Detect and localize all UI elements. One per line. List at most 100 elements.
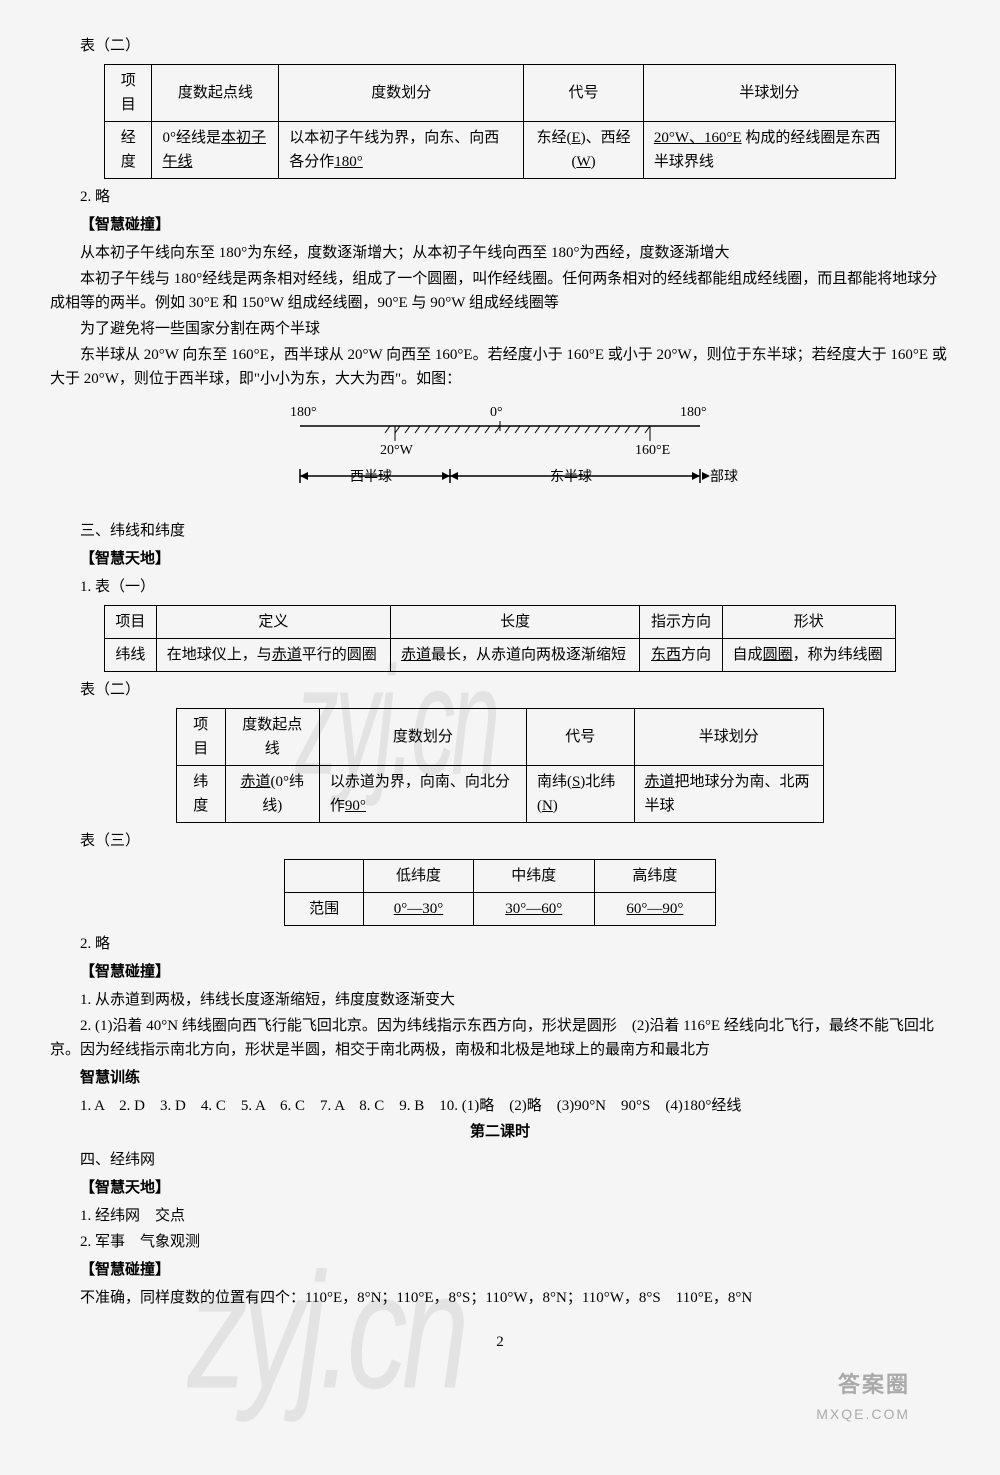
td: 自成圆圈，称为纬线圈	[722, 639, 895, 672]
th: 度数起点线	[225, 709, 319, 766]
th: 高纬度	[594, 860, 715, 893]
table-row: 项目 度数起点线 度数划分 代号 半球划分	[105, 65, 896, 122]
text-u: 0°—30°	[394, 901, 444, 917]
th: 低纬度	[364, 860, 473, 893]
table-latitude-range: 低纬度 中纬度 高纬度 范围 0°—30° 30°—60° 60°—90°	[284, 859, 716, 926]
table-weidu: 项目 度数起点线 度数划分 代号 半球划分 纬度 赤道(0°纬线) 以赤道为界，…	[176, 708, 824, 823]
hemisphere-svg: 180° 0° 180° 20°W 160°E	[250, 401, 750, 501]
td: 以赤道为界，向南、向北分作90°	[319, 766, 526, 823]
td: 30°—60°	[473, 893, 594, 926]
paragraph: 1. 经纬网 交点	[50, 1204, 950, 1228]
table-row: 低纬度 中纬度 高纬度	[285, 860, 716, 893]
paragraph: 为了避免将一些国家分割在两个半球	[50, 317, 950, 341]
text-u: 赤道	[645, 774, 675, 790]
text: )	[591, 154, 596, 170]
text: 东经(	[536, 130, 571, 146]
hemisphere-diagram: 180° 0° 180° 20°W 160°E	[250, 401, 750, 509]
diagram-label-180-right: 180°	[680, 405, 707, 420]
th: 指示方向	[640, 606, 722, 639]
heading-zhihui-xunlian: 智慧训练	[50, 1066, 950, 1090]
th: 度数起点线	[152, 65, 279, 122]
td: 赤道最长，从赤道向两极逐渐缩短	[390, 639, 639, 672]
text: 在地球仪上，与	[167, 647, 272, 663]
text-u: 赤道	[401, 647, 431, 663]
td: 范围	[285, 893, 364, 926]
text: 平行的圆圈	[302, 647, 377, 663]
table-3-label: 表（三）	[50, 829, 950, 853]
td: 纬度	[177, 766, 226, 823]
heading-zhihui-pengzhuang: 【智慧碰撞】	[50, 213, 950, 237]
item-2-lue-b: 2. 略	[50, 932, 950, 956]
table-2-label: 表（二）	[50, 34, 950, 58]
paragraph: 本初子午线与 180°经线是两条相对经线，组成了一个圆圈，叫作经线圈。任何两条相…	[50, 267, 950, 315]
table-2-label-b: 表（二）	[50, 678, 950, 702]
th: 半球划分	[643, 65, 895, 122]
diagram-west-hemi: 西半球	[350, 469, 392, 485]
td: 赤道把地球分为南、北两半球	[634, 766, 824, 823]
table-row: 范围 0°—30° 30°—60° 60°—90°	[285, 893, 716, 926]
td: 经度	[105, 122, 152, 179]
th: 代号	[526, 709, 634, 766]
diagram-label-0: 0°	[490, 405, 503, 420]
td: 60°—90°	[594, 893, 715, 926]
text-u: 20°W、160°E	[654, 130, 742, 146]
table-row: 纬度 赤道(0°纬线) 以赤道为界，向南、向北分作90° 南纬(S)北纬(N) …	[177, 766, 824, 823]
text-u: 圆圈	[763, 647, 793, 663]
diagram-label-20w: 20°W	[380, 443, 414, 458]
diagram-label-180-left: 180°	[290, 405, 317, 420]
text-u: 90°	[345, 798, 366, 814]
table-row: 经度 0°经线是本初子午线 以本初子午线为界，向东、向西各分作180° 东经(E…	[105, 122, 896, 179]
td: 赤道(0°纬线)	[225, 766, 319, 823]
paragraph: 从本初子午线向东至 180°为东经，度数逐渐增大；从本初子午线向西至 180°为…	[50, 241, 950, 265]
heading-lesson-2: 第二课时	[50, 1120, 950, 1144]
corner-brand: 答案圈 MXQE.COM	[816, 1367, 910, 1425]
th: 定义	[156, 606, 390, 639]
diagram-east-hemi: 东半球	[550, 469, 592, 485]
text-u: 赤道	[272, 647, 302, 663]
th: 项目	[177, 709, 226, 766]
page-number: 2	[50, 1330, 950, 1354]
th: 项目	[105, 606, 157, 639]
th: 项目	[105, 65, 152, 122]
th: 中纬度	[473, 860, 594, 893]
text-u: E	[571, 130, 580, 146]
training-answers: 1. A 2. D 3. D 4. C 5. A 6. C 7. A 8. C …	[50, 1094, 950, 1118]
td: 0°经线是本初子午线	[152, 122, 279, 179]
td: 在地球仪上，与赤道平行的圆圈	[156, 639, 390, 672]
table-row: 项目 度数起点线 度数划分 代号 半球划分	[177, 709, 824, 766]
td: 东经(E)、西经(W)	[524, 122, 644, 179]
td: 东西方向	[640, 639, 722, 672]
heading-zhihui-tiandi-b: 【智慧天地】	[50, 1176, 950, 1200]
item-2-lue: 2. 略	[50, 185, 950, 209]
table-jingdu: 项目 度数起点线 度数划分 代号 半球划分 经度 0°经线是本初子午线 以本初子…	[104, 64, 896, 179]
td: 0°—30°	[364, 893, 473, 926]
text: 自成	[733, 647, 763, 663]
heading-section-3: 三、纬线和纬度	[50, 519, 950, 543]
th: 长度	[390, 606, 639, 639]
text: 以本初子午线为界，向东、向西各分作	[289, 130, 499, 170]
paragraph: 2. 军事 气象观测	[50, 1230, 950, 1254]
text-u: 30°—60°	[505, 901, 562, 917]
th: 代号	[524, 65, 644, 122]
paragraph: 2. (1)沿着 40°N 纬线圈向西飞行能飞回北京。因为纬线指示东西方向，形状…	[50, 1014, 950, 1062]
td: 纬线	[105, 639, 157, 672]
text-u: 东西	[651, 647, 681, 663]
table-row: 项目 定义 长度 指示方向 形状	[105, 606, 896, 639]
text-u: 赤道	[240, 774, 270, 790]
td: 以本初子午线为界，向东、向西各分作180°	[279, 122, 524, 179]
text: )	[553, 798, 558, 814]
text: 0°经线是	[162, 130, 221, 146]
th: 度数划分	[279, 65, 524, 122]
heading-zhihui-pengzhuang-b: 【智慧碰撞】	[50, 960, 950, 984]
th: 度数划分	[319, 709, 526, 766]
heading-zhihui-pengzhuang-c: 【智慧碰撞】	[50, 1258, 950, 1282]
text: 最长，从赤道向两极逐渐缩短	[431, 647, 626, 663]
th: 形状	[722, 606, 895, 639]
table-weixian: 项目 定义 长度 指示方向 形状 纬线 在地球仪上，与赤道平行的圆圈 赤道最长，…	[104, 605, 896, 672]
brand-line1: 答案圈	[816, 1367, 910, 1402]
brand-line2: MXQE.COM	[816, 1403, 910, 1425]
item-1-table1: 1. 表（一）	[50, 575, 950, 599]
text-u: W	[576, 154, 590, 170]
td: 20°W、160°E 构成的经线圈是东西半球界线	[643, 122, 895, 179]
table-row: 纬线 在地球仪上，与赤道平行的圆圈 赤道最长，从赤道向两极逐渐缩短 东西方向 自…	[105, 639, 896, 672]
